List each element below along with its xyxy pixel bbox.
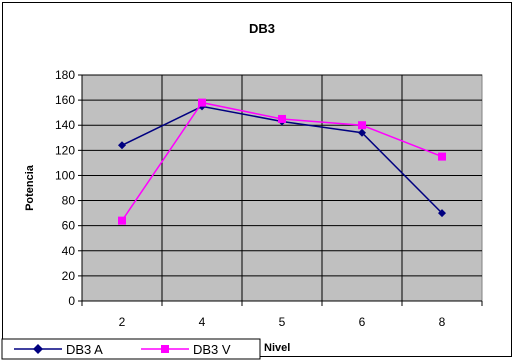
legend-label-db3-a: DB3 A <box>66 342 103 357</box>
y-tick-label: 20 <box>62 269 76 283</box>
data-point-square <box>358 121 366 130</box>
y-tick-label: 160 <box>55 93 75 107</box>
data-point-diamond <box>438 209 446 218</box>
tick-labels: 0 20 40 60 80 100 120 140 160 180 2 4 5 6 8 <box>55 68 446 329</box>
data-point-diamond <box>118 141 126 150</box>
x-tick-label: 4 <box>199 315 206 329</box>
y-tick-label: 40 <box>62 244 76 258</box>
x-tick-label: 5 <box>279 315 286 329</box>
legend-marker-db3-a <box>33 344 43 354</box>
x-tick-label: 2 <box>119 315 126 329</box>
y-axis-title: Potencia <box>24 164 36 211</box>
plot-area <box>81 74 483 302</box>
data-point-square <box>278 114 286 123</box>
data-point-square <box>438 152 446 161</box>
y-tick-label: 140 <box>55 118 75 132</box>
y-tick-label: 60 <box>62 219 76 233</box>
axes <box>78 74 483 306</box>
legend: DB3 A DB3 V <box>1 338 261 360</box>
x-tick-label: 6 <box>359 315 366 329</box>
chart-title: DB3 <box>249 21 275 36</box>
legend-label-db3-v: DB3 V <box>193 342 231 357</box>
data-point-square <box>118 216 126 225</box>
y-tick-label: 120 <box>55 143 75 157</box>
data-point-square <box>198 98 206 107</box>
series-lines <box>118 98 446 225</box>
y-tick-label: 180 <box>55 68 75 82</box>
y-tick-label: 0 <box>68 294 75 308</box>
y-tick-label: 80 <box>62 194 76 208</box>
grid-lines <box>82 74 482 301</box>
x-tick-label: 8 <box>439 315 446 329</box>
y-tick-label: 100 <box>55 168 75 182</box>
legend-marker-db3-v <box>161 345 169 353</box>
data-point-diamond <box>358 128 366 137</box>
x-axis-title: Nivel <box>264 342 290 354</box>
legend-box <box>1 338 261 360</box>
